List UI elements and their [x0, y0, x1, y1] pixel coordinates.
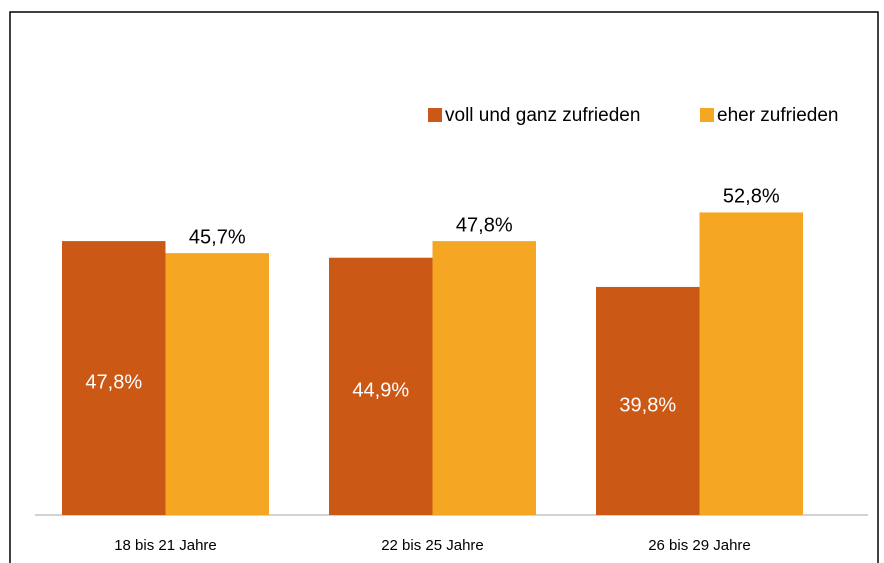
frame: [9, 11, 879, 563]
value-label: 45,7%: [189, 226, 246, 248]
value-label: 47,8%: [456, 214, 513, 236]
legend-swatch: [700, 108, 714, 122]
bar: [329, 257, 433, 515]
x-tick-label: 26 bis 29 Jahre: [648, 537, 751, 554]
bar: [165, 253, 269, 516]
x-tick-label: 18 bis 21 Jahre: [114, 537, 217, 554]
bar: [596, 286, 700, 515]
value-label: 44,9%: [352, 380, 409, 402]
bar: [62, 241, 166, 515]
value-label: 47,8%: [85, 371, 142, 393]
value-label: 52,8%: [723, 186, 780, 208]
legend-label: voll und ganz zufrieden: [445, 105, 640, 126]
value-label: 39,8%: [619, 394, 676, 416]
bar: [432, 241, 536, 515]
legend-label: eher zufrieden: [717, 105, 838, 126]
x-tick-label: 22 bis 25 Jahre: [381, 537, 484, 554]
legend-swatch: [428, 108, 442, 122]
bar: [699, 212, 803, 515]
